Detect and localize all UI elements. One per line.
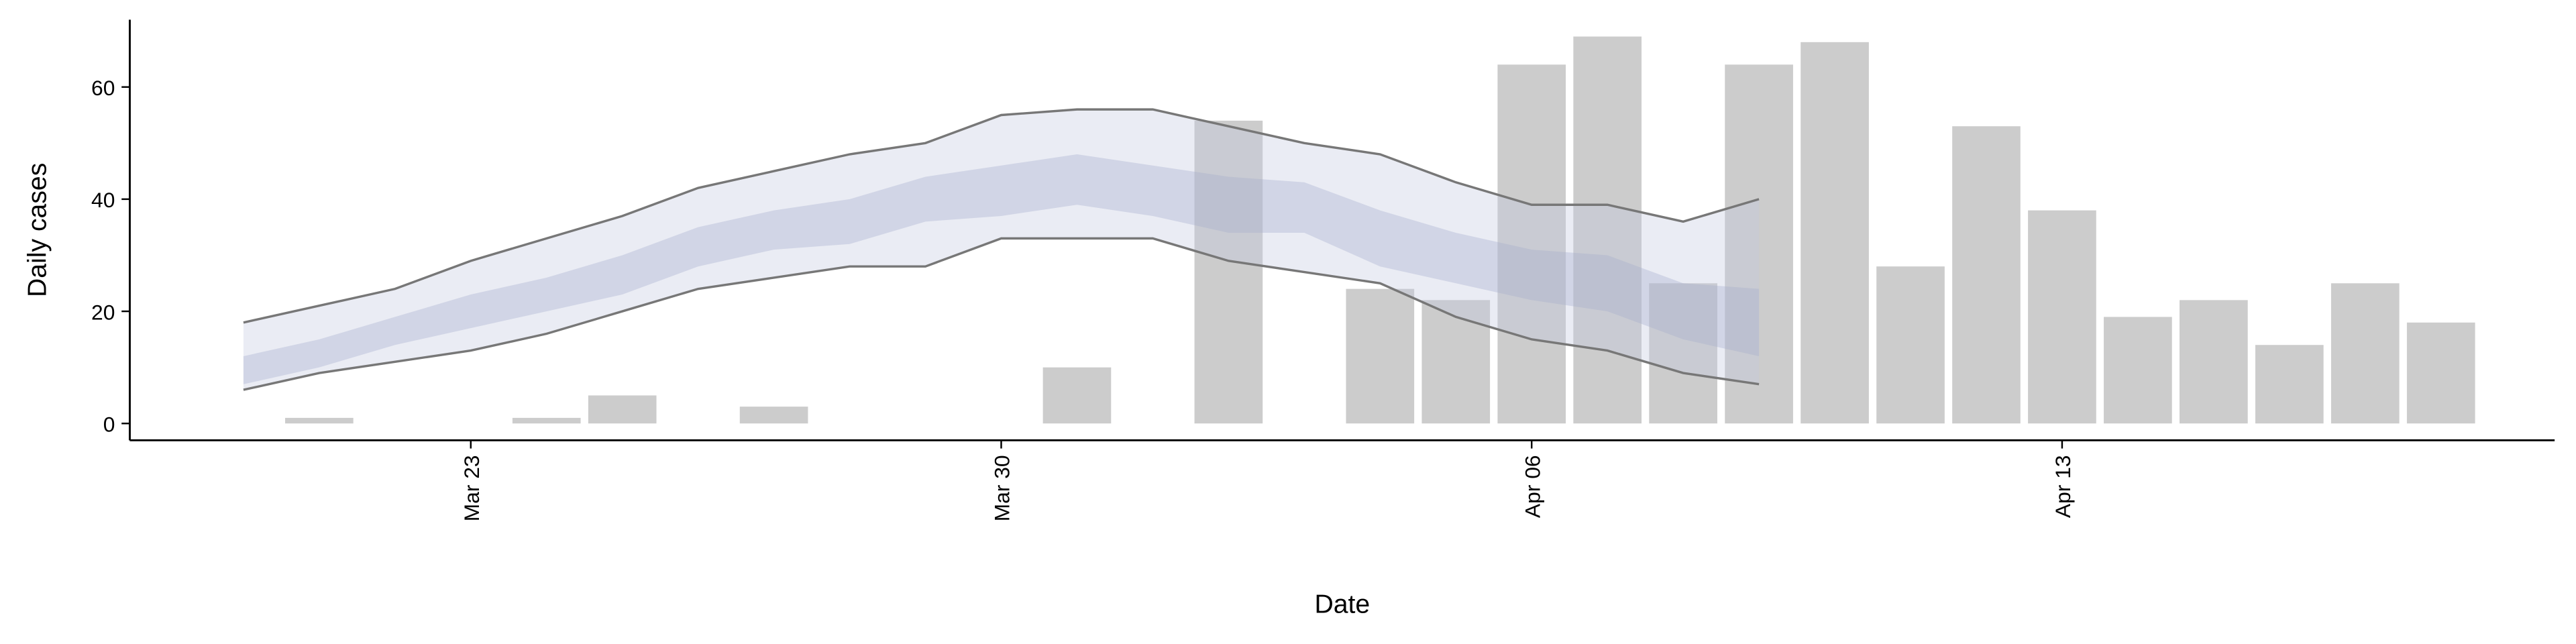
y-tick-label: 20 (91, 300, 115, 324)
bar (1649, 283, 1717, 424)
bar (1497, 64, 1566, 424)
bar (2406, 322, 2475, 424)
bar (2028, 210, 2096, 424)
interval-upper-line (243, 108, 1760, 324)
bar (1952, 126, 2021, 424)
bar (1725, 64, 1793, 424)
bar (1042, 367, 1112, 424)
y-tick-label: 0 (103, 412, 115, 436)
x-tick-label: Apr 13 (2051, 455, 2075, 518)
bar (1573, 36, 1642, 424)
x-axis-label: Date (1314, 590, 1370, 619)
bar (285, 417, 354, 424)
bar (2180, 300, 2248, 424)
bar (1346, 288, 1415, 424)
bar (739, 407, 808, 424)
y-axis-label: Daily cases (23, 163, 52, 297)
inner-interval (243, 154, 1760, 384)
x-tick-label: Mar 23 (460, 455, 484, 521)
outer-interval (243, 109, 1760, 390)
interval-lower-line (243, 237, 1760, 391)
y-tick-label: 60 (91, 76, 115, 100)
bar (1194, 120, 1263, 424)
bar (588, 395, 657, 424)
bar (2330, 283, 2400, 424)
bar (1801, 42, 1869, 424)
bar (1876, 266, 1945, 424)
bar (2255, 345, 2324, 424)
bar (1421, 300, 1491, 424)
y-tick-label: 40 (91, 188, 115, 212)
bar (512, 417, 581, 424)
x-tick-label: Mar 30 (990, 455, 1014, 521)
bar (2104, 317, 2172, 424)
x-tick-label: Apr 06 (1520, 455, 1544, 518)
